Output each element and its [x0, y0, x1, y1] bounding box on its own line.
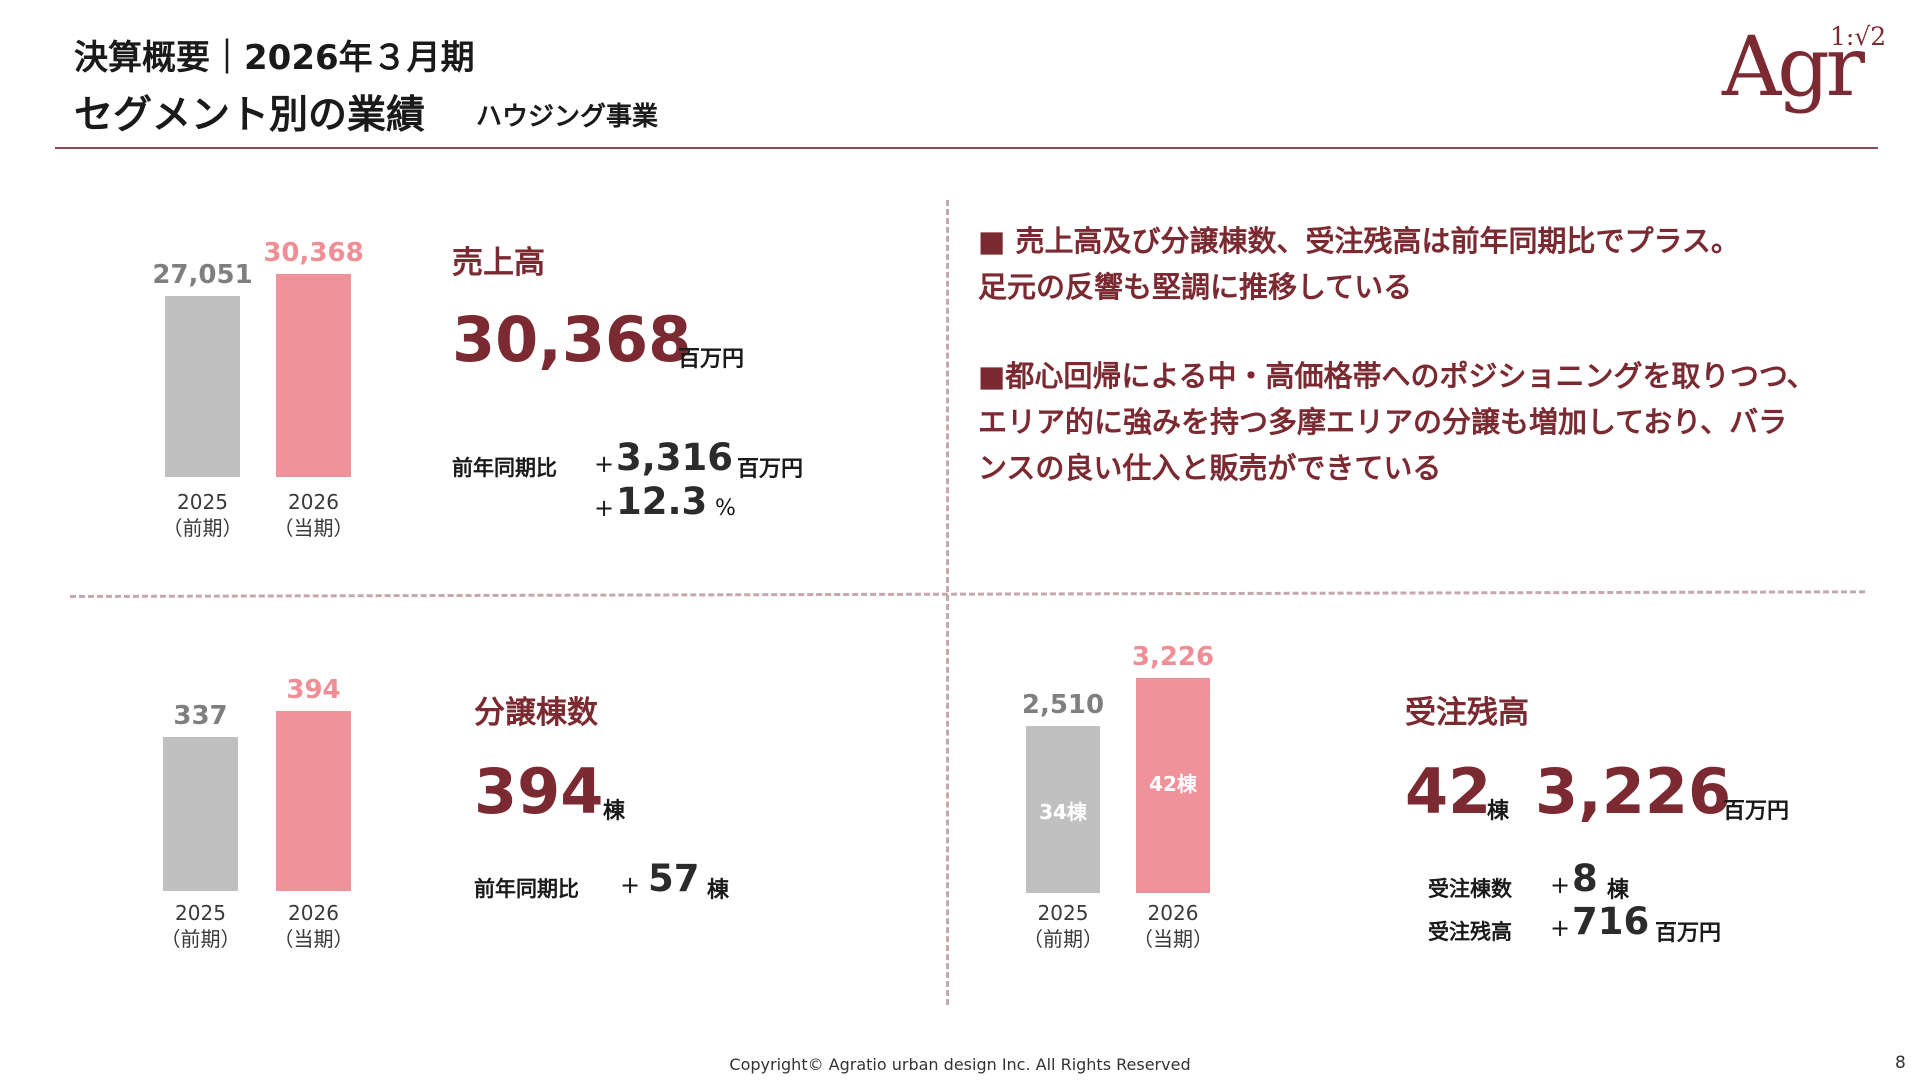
units-yoy-plus: +	[620, 871, 641, 899]
backlog-row1-label: 受注棟数	[1428, 877, 1512, 901]
bar-inner-label: 42棟	[1149, 772, 1197, 796]
horizontal-divider	[69, 590, 1865, 598]
comment-line-3: ■都心回帰による中・高価格帯へのポジショニングを取りつつ、	[978, 359, 1816, 393]
backlog-units-value: 42	[1405, 755, 1492, 828]
comment-line-1: ■ 売上高及び分譲棟数、受注残高は前年同期比でプラス。	[978, 224, 1740, 258]
backlog-row2-label: 受注残高	[1428, 920, 1512, 944]
bar-value-label: 394	[286, 675, 341, 705]
sales-yoy-abs: 3,316	[616, 436, 734, 479]
sales-yoy-pct-unit: %	[715, 496, 736, 521]
category-year: 2025	[177, 490, 228, 514]
category-label: 2026 （当期）	[259, 489, 369, 541]
category-year: 2026	[288, 901, 339, 925]
bar-value-label: 3,226	[1131, 642, 1215, 672]
backlog-row1-value: 8	[1572, 857, 1598, 900]
sales-yoy-label: 前年同期比	[452, 456, 557, 480]
segment-subtitle: ハウジング事業	[476, 102, 659, 132]
bar-prior	[1026, 726, 1100, 893]
units-title: 分譲棟数	[474, 695, 598, 731]
comment-line-4: エリア的に強みを持つ多摩エリアの分譲も増加しており、バラ	[978, 405, 1788, 439]
backlog-row2-plus: +	[1550, 914, 1571, 942]
category-period: （当期）	[273, 927, 354, 951]
category-label: 2026 （当期）	[259, 900, 369, 952]
category-year: 2026	[288, 490, 339, 514]
category-period: （前期）	[160, 927, 241, 951]
header-rule	[55, 147, 1878, 149]
backlog-row1-plus: +	[1550, 871, 1571, 899]
category-year: 2025	[175, 901, 226, 925]
page-number: 8	[1895, 1053, 1906, 1073]
category-label: 2025 （前期）	[146, 900, 256, 952]
bar-value-label: 337	[173, 701, 228, 731]
comment-line-2: 足元の反響も堅調に推移している	[978, 270, 1413, 304]
page-title: 決算概要｜2026年３月期	[74, 38, 475, 78]
logo-ratio: 1:√2	[1830, 22, 1887, 51]
category-period: （前期）	[1023, 927, 1103, 951]
units-yoy-abs-unit: 棟	[707, 878, 730, 903]
backlog-units-unit: 棟	[1487, 799, 1510, 824]
sales-value: 30,368	[452, 303, 692, 376]
category-period: （前期）	[162, 516, 243, 540]
category-period: （当期）	[1133, 927, 1213, 951]
category-label: 2026 （当期）	[1118, 900, 1228, 952]
sales-yoy-plus: +	[594, 450, 615, 478]
bar-current	[1136, 678, 1210, 893]
bar-current	[276, 711, 351, 891]
sales-yoy-abs-unit: 百万円	[737, 457, 804, 482]
logo-text: Agr	[1722, 20, 1865, 115]
bar-inner-label: 34棟	[1039, 800, 1087, 824]
category-period: （当期）	[273, 516, 354, 540]
bar-value-label: 30,368	[263, 238, 364, 268]
sales-unit: 百万円	[678, 347, 745, 372]
backlog-row1-unit: 棟	[1607, 878, 1630, 903]
agratio-logo: Agr 1:√2	[1716, 18, 1886, 130]
bar-prior	[163, 737, 238, 891]
comment-line-5: ンスの良い仕入と販売ができている	[978, 451, 1442, 485]
category-year: 2026	[1147, 901, 1199, 925]
backlog-title: 受注残高	[1405, 695, 1529, 731]
backlog-row2-value: 716	[1572, 900, 1650, 943]
bar-current	[276, 274, 351, 477]
category-label: 2025 （前期）	[148, 489, 258, 541]
bar-value-label: 27,051	[152, 260, 253, 290]
units-value: 394	[474, 755, 604, 828]
units-yoy-abs: 57	[648, 857, 700, 900]
backlog-row2-unit: 百万円	[1655, 921, 1722, 946]
backlog-amount-value: 3,226	[1535, 755, 1732, 828]
copyright: Copyright© Agratio urban design Inc. All…	[729, 1055, 1191, 1074]
bar-prior	[165, 296, 240, 477]
vertical-divider	[946, 200, 949, 1005]
backlog-amount-unit: 百万円	[1723, 799, 1790, 824]
section-title: セグメント別の業績	[74, 93, 426, 138]
category-year: 2025	[1037, 901, 1089, 925]
bar-value-label: 2,510	[1021, 690, 1105, 720]
sales-yoy-plus-pct: +	[594, 494, 615, 522]
sales-title: 売上高	[452, 245, 545, 281]
category-label: 2025 （前期）	[1008, 900, 1118, 952]
units-unit: 棟	[603, 799, 626, 824]
sales-yoy-pct: 12.3	[616, 480, 708, 523]
units-yoy-label: 前年同期比	[474, 877, 579, 901]
